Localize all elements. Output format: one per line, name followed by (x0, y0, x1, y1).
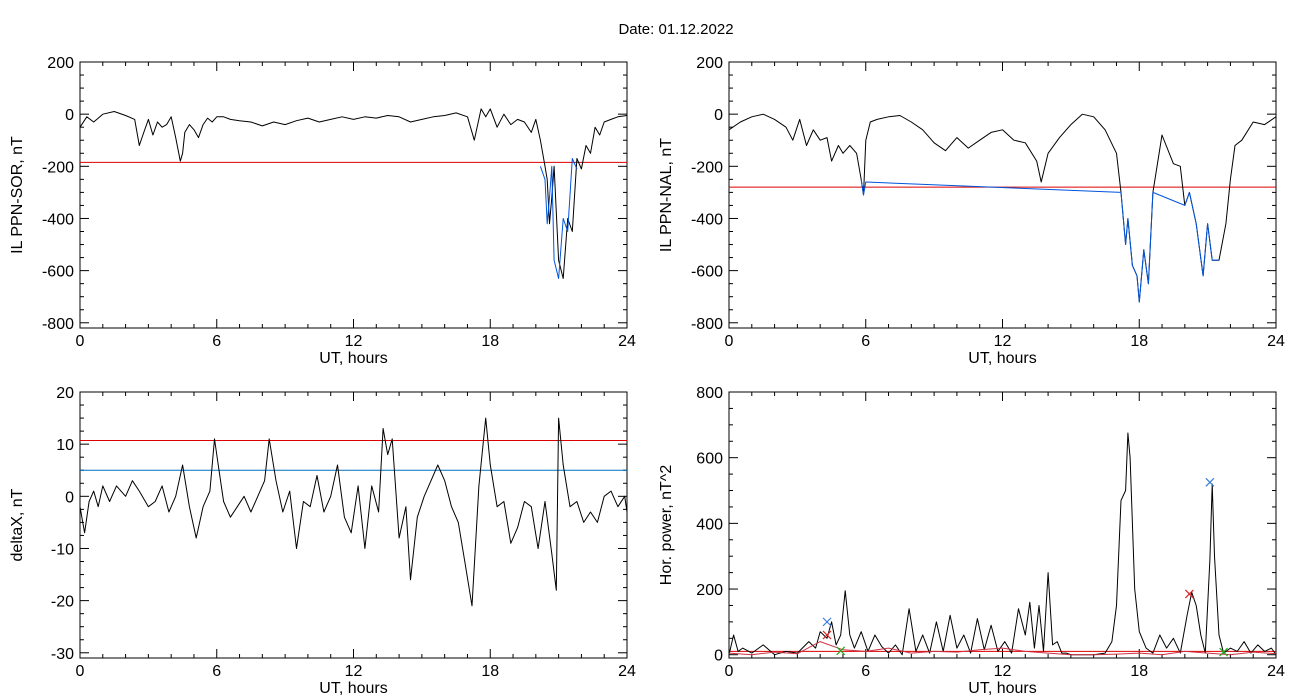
y-tick-label: 200 (696, 582, 723, 599)
y-tick-label: 200 (47, 55, 74, 72)
y-tick-label: -30 (51, 646, 74, 663)
x-axis-label: UT, hours (968, 350, 1036, 367)
chart-panel-power: 0 6 12 18 24 0 200 400 600 800 UT, hours Hor. power… (658, 385, 1285, 697)
chart-panel-nal: 0 6 12 18 24 -800 -600 -400 -200 0 200 UT, hours IL … (658, 55, 1285, 367)
y-tick-label: 0 (714, 107, 723, 124)
series-line-0 (729, 432, 1276, 656)
x-tick-label: 24 (1267, 333, 1285, 350)
y-tick-label: -800 (691, 316, 723, 333)
y-axis-label: deltaX, nT (9, 488, 26, 561)
y-tick-label: -400 (42, 211, 74, 228)
x-marker (836, 646, 846, 656)
y-tick-label: -600 (42, 264, 74, 281)
x-marker (822, 617, 832, 627)
x-marker-stroke (1205, 477, 1215, 487)
y-tick-label: 400 (696, 516, 723, 533)
plot-area (80, 108, 627, 279)
x-axis-label: UT, hours (968, 680, 1036, 697)
y-tick-label: -200 (42, 159, 74, 176)
series-line-1 (729, 641, 1276, 656)
plot-frame (79, 391, 628, 659)
x-axis-label: UT, hours (319, 680, 387, 697)
y-tick-label: 200 (696, 55, 723, 72)
plot-area (729, 113, 1276, 303)
x-tick-label: 24 (618, 663, 636, 680)
series-line-1 (860, 179, 1219, 303)
y-axis-label: IL PPN-SOR, nT (9, 136, 26, 254)
x-tick-label: 6 (212, 333, 221, 350)
x-marker-stroke (836, 646, 846, 656)
chart-panel-deltax: 0 6 12 18 24 -30 -20 -10 0 10 20 UT, hours deltaX, n… (9, 385, 636, 697)
y-tick-label: 600 (696, 451, 723, 468)
x-marker (1219, 647, 1229, 657)
x-tick-label: 0 (76, 333, 85, 350)
series-line-1 (539, 158, 578, 279)
x-tick-label: 6 (861, 333, 870, 350)
x-tick-label: 0 (725, 663, 734, 680)
x-tick-label: 24 (1267, 663, 1285, 680)
plot-frame (728, 61, 1277, 329)
x-tick-label: 12 (994, 663, 1012, 680)
y-tick-label: 0 (714, 648, 723, 665)
y-tick-label: -400 (691, 211, 723, 228)
y-tick-label: 20 (56, 385, 74, 402)
series-line-0 (729, 113, 1276, 303)
y-tick-label: 0 (65, 107, 74, 124)
x-tick-label: 12 (994, 333, 1012, 350)
y-tick-label: -20 (51, 594, 74, 611)
plot-area (729, 432, 1276, 657)
figure-title: Date: 01.12.2022 (618, 21, 733, 38)
x-tick-label: 18 (1130, 663, 1148, 680)
x-marker-stroke (1184, 589, 1194, 599)
y-axis-label: IL PPN-NAL, nT (658, 138, 675, 252)
y-tick-label: 800 (696, 385, 723, 402)
y-tick-label: -200 (691, 159, 723, 176)
y-tick-label: -600 (691, 264, 723, 281)
y-axis-label: Hor. power, nT^2 (658, 465, 675, 586)
y-tick-label: -800 (42, 316, 74, 333)
x-tick-label: 12 (345, 663, 363, 680)
plot-area (80, 417, 627, 607)
series-line-0 (80, 417, 627, 607)
x-marker (1184, 589, 1194, 599)
chart-panel-sor: 0 6 12 18 24 -800 -600 -400 -200 0 200 UT, hours IL … (9, 55, 636, 367)
x-tick-label: 24 (618, 333, 636, 350)
x-tick-label: 12 (345, 333, 363, 350)
x-axis-label: UT, hours (319, 350, 387, 367)
x-tick-label: 0 (725, 333, 734, 350)
x-tick-label: 18 (481, 333, 499, 350)
x-tick-label: 18 (481, 663, 499, 680)
x-marker-stroke (822, 617, 832, 627)
x-tick-label: 6 (212, 663, 221, 680)
x-marker (822, 630, 832, 640)
y-tick-label: 10 (56, 437, 74, 454)
y-tick-label: -10 (51, 541, 74, 558)
x-tick-label: 18 (1130, 333, 1148, 350)
y-tick-label: 0 (65, 489, 74, 506)
x-tick-label: 6 (861, 663, 870, 680)
series-line-0 (80, 108, 627, 279)
plot-frame (79, 61, 628, 329)
x-marker-stroke (1219, 647, 1229, 657)
x-marker (1205, 477, 1215, 487)
x-tick-label: 0 (76, 663, 85, 680)
plot-frame (728, 391, 1277, 659)
x-marker-stroke (822, 630, 832, 640)
